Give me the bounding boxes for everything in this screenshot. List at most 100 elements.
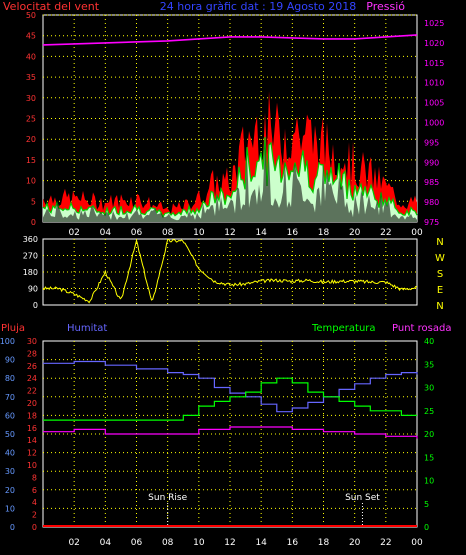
pressure-tick: 1005: [424, 99, 444, 108]
wind-speed-tick: 30: [26, 94, 36, 103]
wind-pressure-chart: 0510152025303540455097598098599099510001…: [26, 11, 445, 238]
wind-x-tick: 06: [131, 228, 143, 238]
humidity-tick: 10: [5, 504, 15, 513]
rain-tick: 4: [32, 498, 37, 507]
rain-tick: 28: [27, 349, 37, 358]
temperature-tick: 25: [424, 407, 434, 416]
rain-tick: 2: [32, 511, 37, 520]
wind-x-tick: 18: [318, 228, 330, 238]
dewpoint-line: [43, 426, 418, 439]
wind-speed-tick: 15: [26, 156, 36, 165]
humidity-label: Humitat: [67, 323, 107, 334]
humidity-tick: 20: [5, 486, 15, 495]
humidity-tick: 30: [5, 467, 15, 476]
pressure-tick: 1000: [424, 118, 444, 127]
wind-speed-tick: 25: [26, 115, 36, 124]
wind-average-line: [42, 136, 418, 218]
rain-tick: 6: [32, 486, 37, 495]
sun-annotation: Sun Set: [345, 493, 380, 503]
temp-humidity-series: [43, 360, 418, 527]
temperature-label: Temperatura: [311, 323, 376, 334]
rain-tick: 22: [27, 387, 37, 396]
direction-tick: 360: [23, 235, 38, 244]
wind-x-tick: 20: [349, 228, 361, 238]
rain-tick: 30: [27, 337, 37, 346]
wind-speed-tick: 0: [31, 218, 36, 227]
temp-x-tick: 14: [255, 538, 267, 548]
humidity-tick: 70: [5, 393, 15, 402]
wind-direction-series: [42, 238, 418, 304]
temp-x-tick: 22: [380, 538, 391, 548]
temperature-tick: 0: [424, 523, 429, 532]
rain-tick: 0: [32, 523, 37, 532]
temp-x-tick: 10: [193, 538, 205, 548]
wind-speed-tick: 10: [26, 177, 36, 186]
rain-tick: 14: [27, 436, 37, 445]
pressure-tick: 975: [424, 218, 439, 227]
pressure-tick: 980: [424, 198, 439, 207]
wind-x-tick: 12: [224, 228, 235, 238]
humidity-tick: 50: [5, 430, 15, 439]
wind-x-tick: 00: [411, 228, 423, 238]
rain-tick: 10: [27, 461, 37, 470]
direction-tick: 0: [33, 301, 38, 310]
temperature-tick: 40: [424, 337, 434, 346]
rain-label: Pluja: [1, 323, 25, 334]
wind-speed-tick: 45: [26, 32, 36, 41]
rain-tick: 8: [32, 473, 37, 482]
temp-x-tick: 20: [349, 538, 361, 548]
humidity-tick: 80: [5, 374, 15, 383]
pressure-tick: 995: [424, 138, 439, 147]
rain-tick: 20: [27, 399, 37, 408]
wind-x-tick: 08: [162, 228, 174, 238]
wind-low-area: [43, 138, 417, 222]
temperature-tick: 30: [424, 384, 434, 393]
humidity-tick: 60: [5, 411, 15, 420]
compass-tick: N: [436, 237, 443, 248]
pressure-tick: 990: [424, 158, 439, 167]
wind-pressure-series: [42, 34, 418, 222]
direction-line: [42, 238, 418, 304]
direction-tick: 90: [28, 285, 38, 294]
humidity-tick: 100: [0, 337, 15, 346]
wind-x-tick: 10: [193, 228, 205, 238]
humidity-tick: 40: [5, 449, 15, 458]
dewpoint-label: Punt rosada: [392, 323, 451, 334]
wind-x-tick: 14: [255, 228, 267, 238]
humidity-tick: 90: [5, 356, 15, 365]
pressure-tick: 1025: [424, 19, 444, 28]
temp-x-tick: 04: [100, 538, 112, 548]
temperature-tick: 35: [424, 360, 434, 369]
temperature-tick: 10: [424, 477, 434, 486]
compass-tick: W: [435, 253, 445, 264]
wind-speed-tick: 40: [26, 52, 36, 61]
temperature-tick: 15: [424, 453, 434, 462]
rain-tick: 16: [27, 424, 37, 433]
rain-tick: 12: [27, 449, 37, 458]
wind-x-tick: 22: [380, 228, 391, 238]
wind-pressure-axes: 0510152025303540455097598098599099510001…: [26, 11, 445, 238]
pressure-line: [42, 34, 418, 46]
compass-tick: E: [437, 285, 443, 296]
direction-tick: 180: [23, 268, 38, 277]
header-center-label: 24 hora gràfic dat : 19 Agosto 2018: [160, 0, 356, 13]
temp-x-tick: 02: [68, 538, 79, 548]
pressure-tick: 1010: [424, 79, 444, 88]
temp-humidity-chart: 0102030405060708090100024681012141618202…: [0, 337, 434, 548]
wind-speed-tick: 20: [26, 135, 36, 144]
temp-x-tick: 00: [411, 538, 423, 548]
humidity-tick: 0: [10, 523, 15, 532]
header-right-label: Pressió: [366, 0, 405, 13]
pressure-tick: 985: [424, 178, 439, 187]
temperature-tick: 20: [424, 430, 434, 439]
temp-x-tick: 12: [224, 538, 235, 548]
temp-x-tick: 18: [318, 538, 330, 548]
temp-x-tick: 16: [287, 538, 299, 548]
wind-x-tick: 16: [287, 228, 299, 238]
humidity-line: [43, 360, 418, 413]
wind-x-tick: 04: [100, 228, 112, 238]
header-left-label: Velocitat del vent: [3, 0, 100, 13]
temperature-tick: 5: [424, 500, 429, 509]
